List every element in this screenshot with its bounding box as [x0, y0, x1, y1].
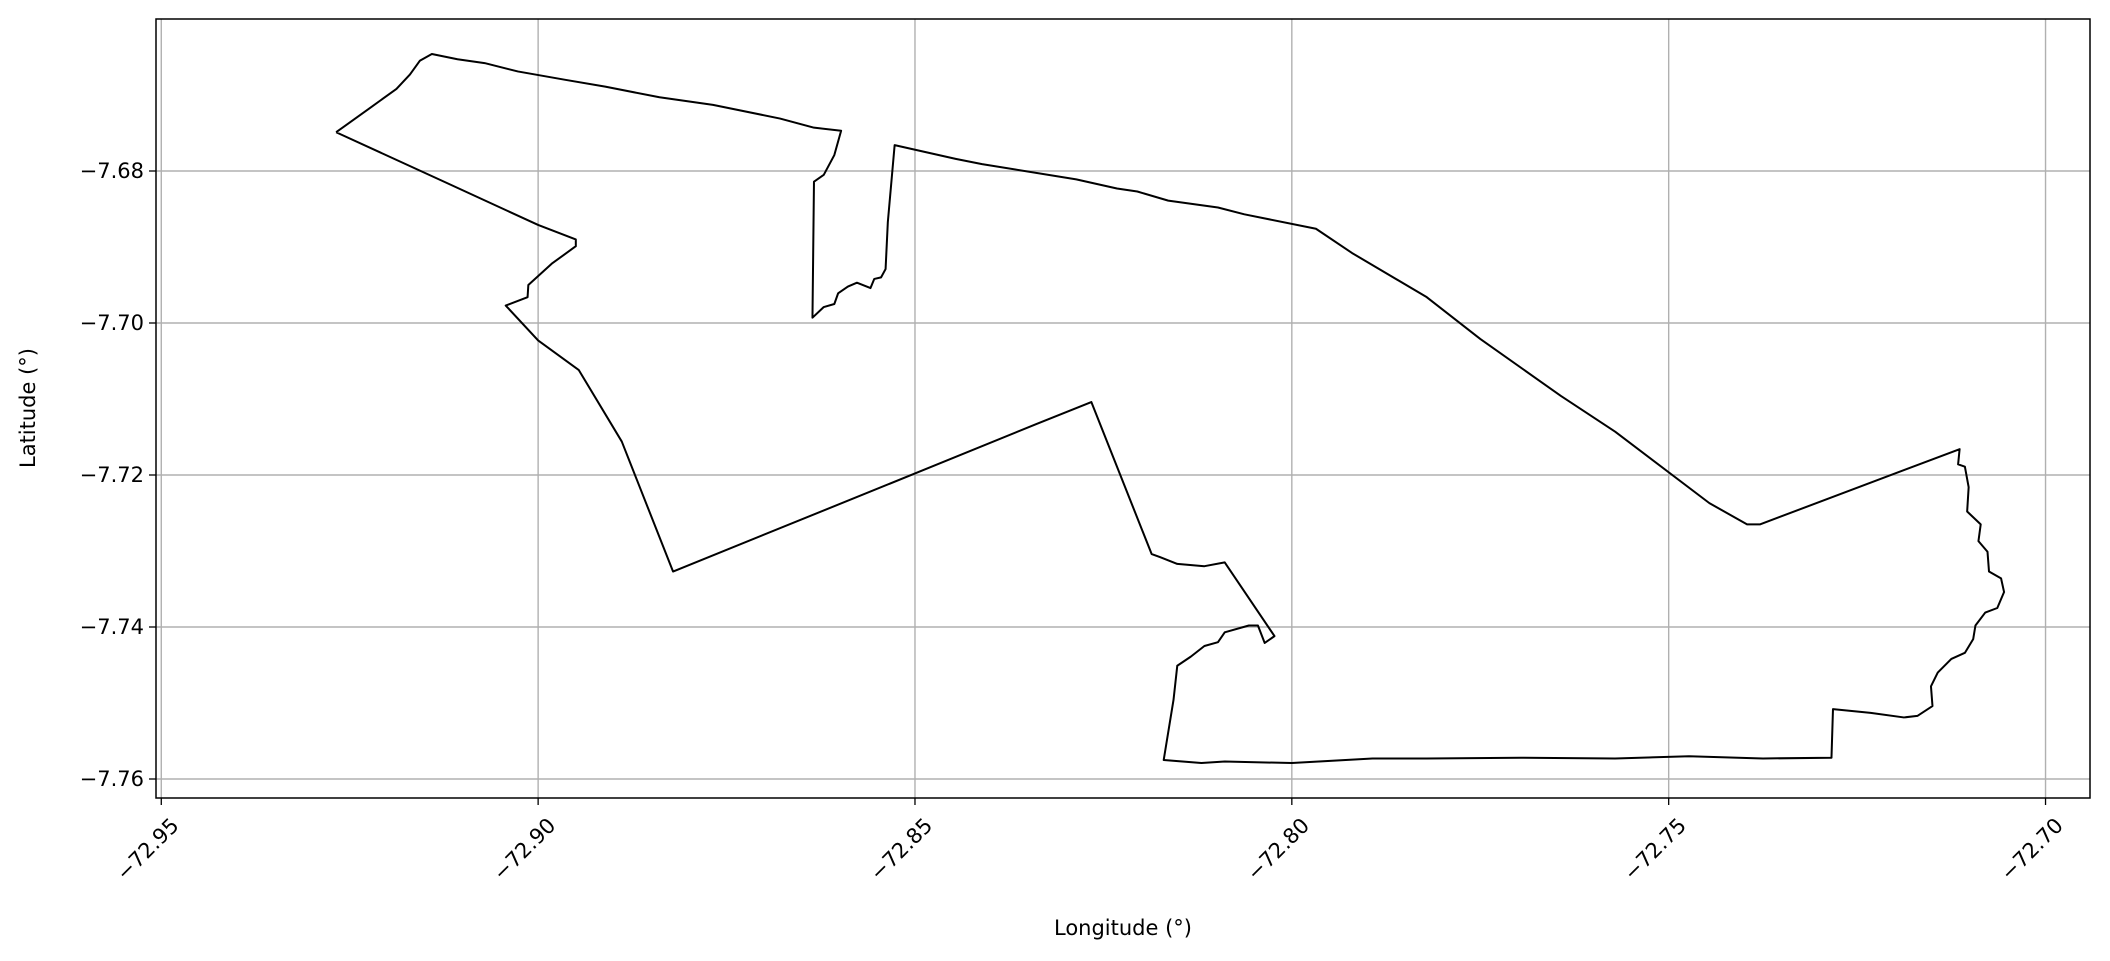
grid — [156, 19, 2090, 798]
x-axis-label: Longitude (°) — [1054, 916, 1192, 940]
y-axis-label: Latitude (°) — [16, 348, 40, 468]
axes-frame — [155, 18, 2091, 799]
boundary-line — [335, 52, 2006, 765]
y-tick-label: −7.76 — [80, 767, 144, 791]
y-tick-label: −7.68 — [80, 159, 144, 183]
y-tick-label: −7.74 — [80, 615, 144, 639]
y-tick-label: −7.72 — [80, 463, 144, 487]
plot-area — [335, 52, 2006, 765]
y-tick-label: −7.70 — [80, 311, 144, 335]
